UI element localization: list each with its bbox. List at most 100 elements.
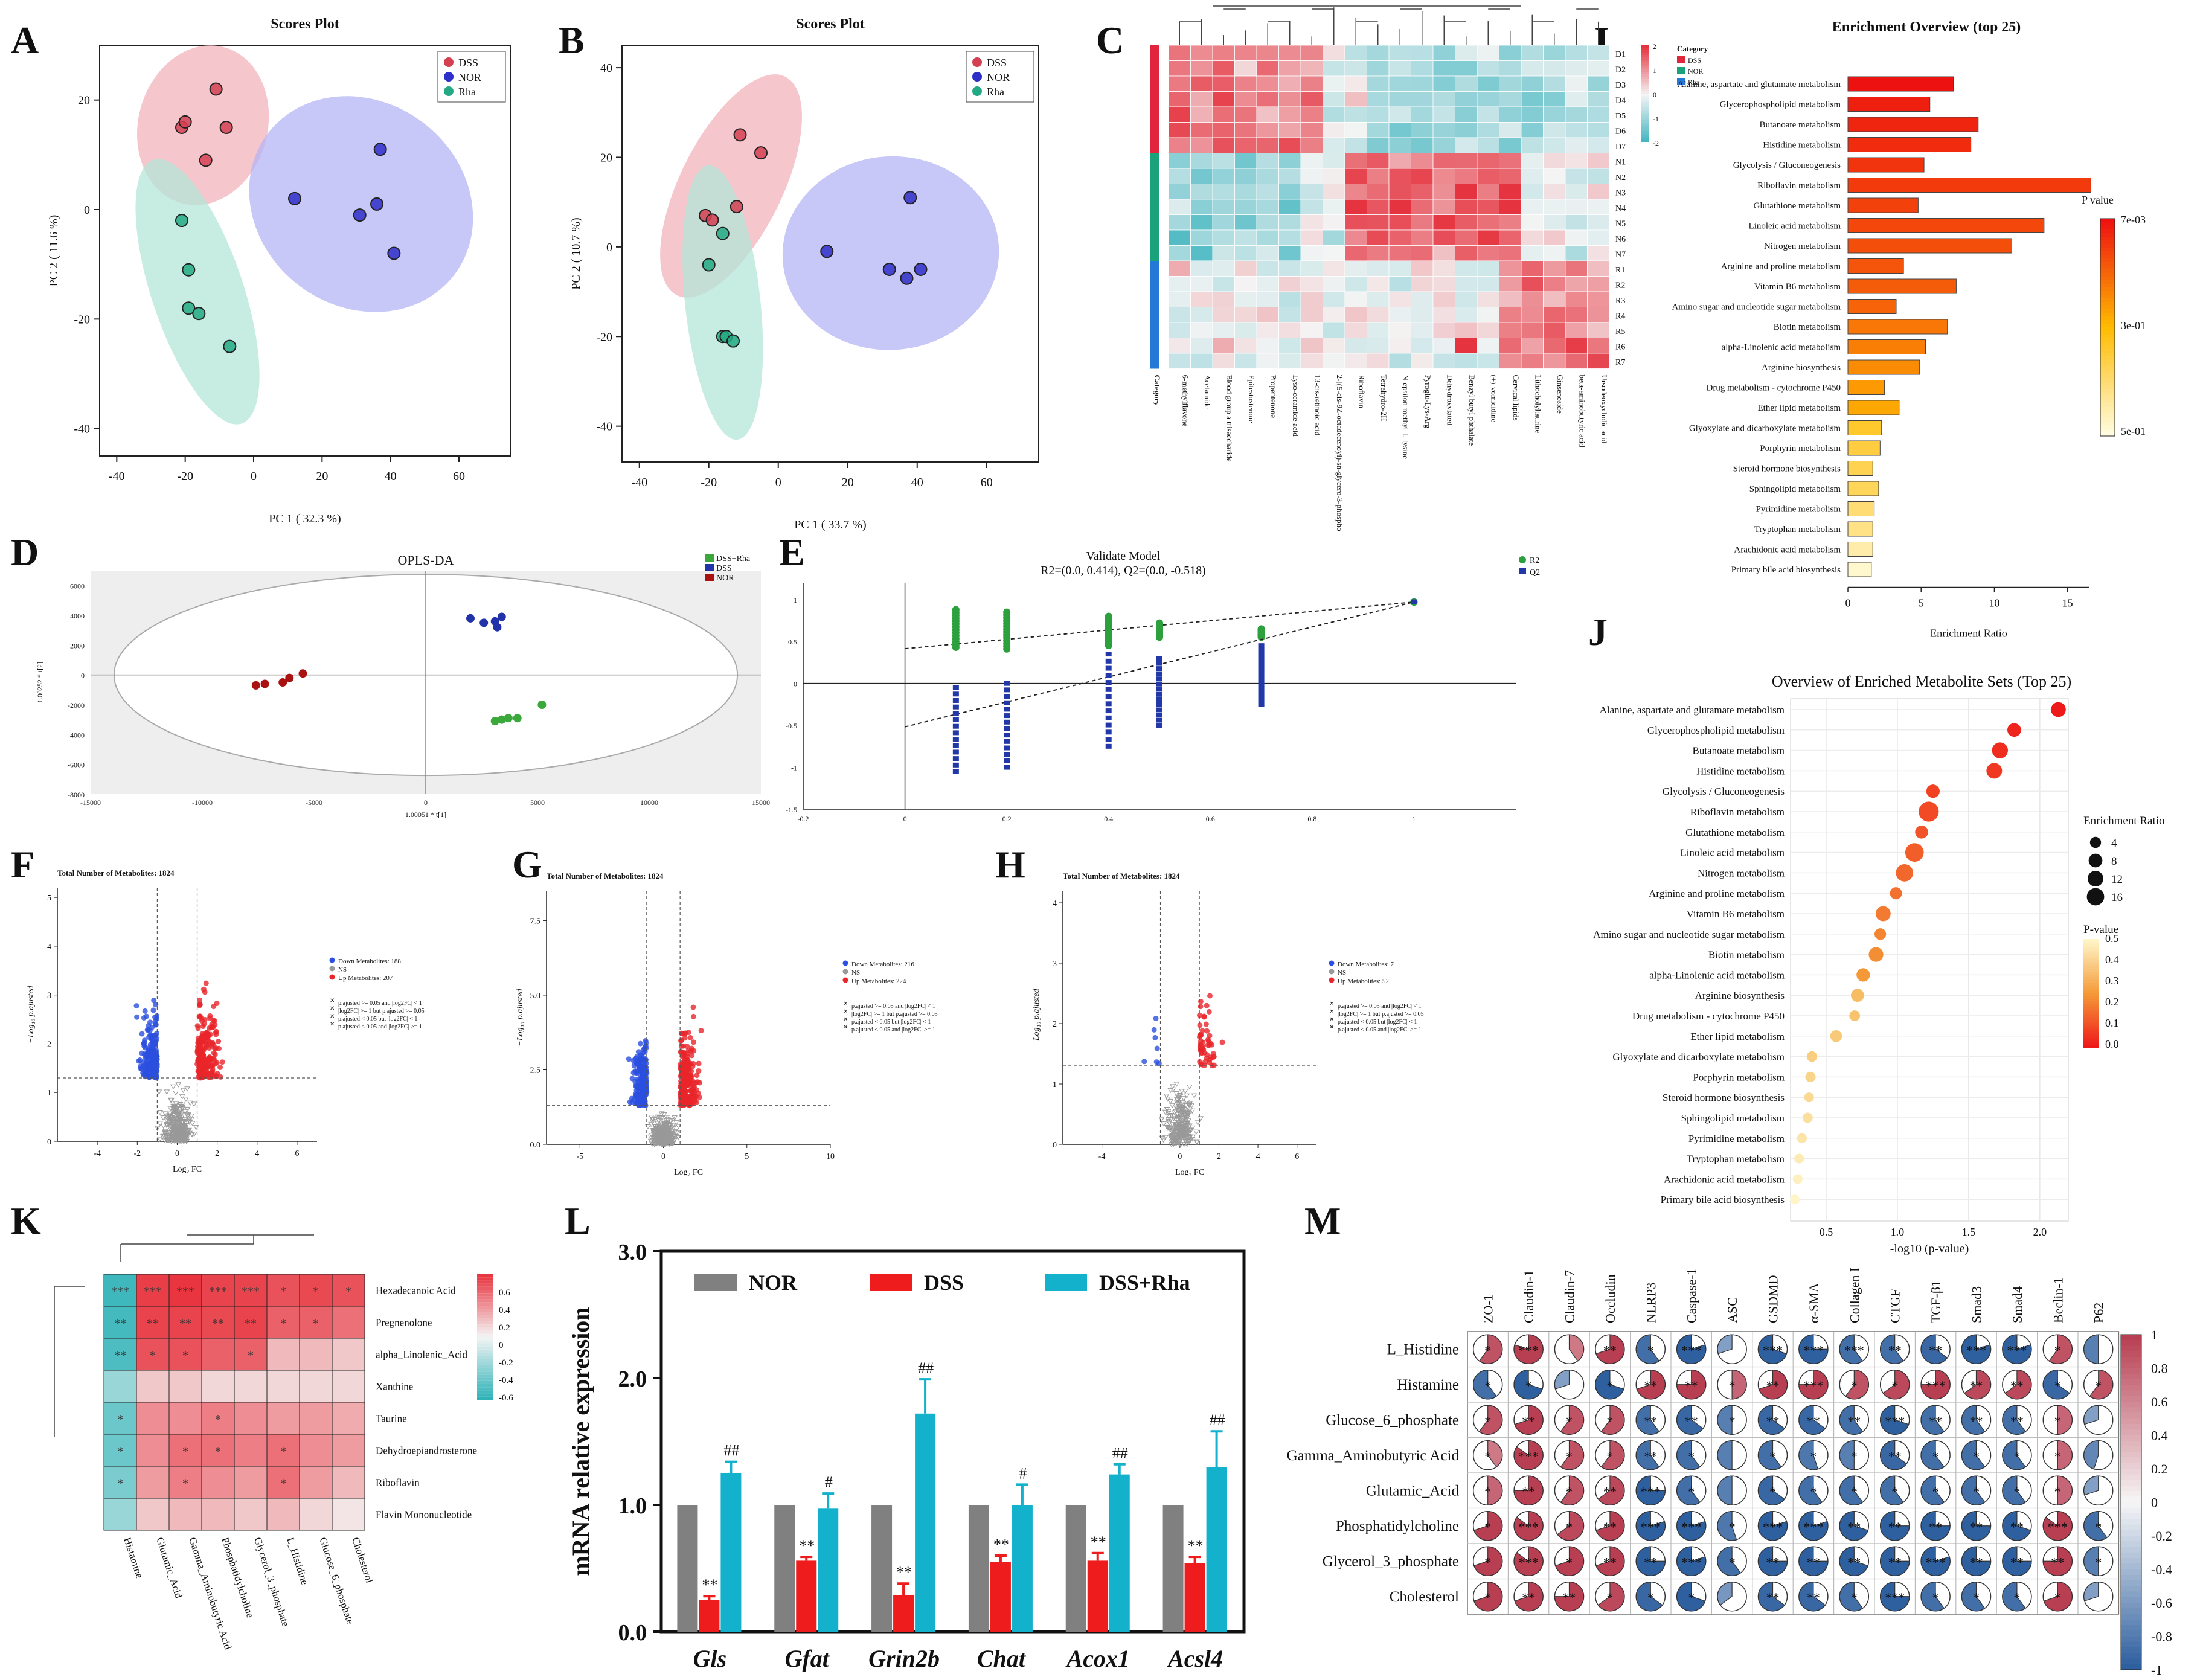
correlation-pie — [1920, 1370, 1951, 1400]
ns-point — [167, 1130, 173, 1136]
significance-mark: * — [280, 1285, 286, 1298]
heatmap-cell — [1234, 276, 1257, 292]
heatmap-cell — [1411, 338, 1434, 354]
expression-bar-nor — [1162, 1505, 1184, 1632]
correlation-pie — [2083, 1582, 2099, 1601]
significance-mark: * — [215, 1413, 221, 1426]
y-tick-label: 2.5 — [530, 1066, 541, 1075]
heatmap-cell — [1256, 45, 1279, 61]
heatmap-cell — [1344, 153, 1367, 169]
significance-mark: ** — [2010, 1554, 2024, 1569]
permutation-point-q2 — [1004, 707, 1010, 712]
heatmap-cell — [1587, 245, 1610, 261]
correlation-pie — [1920, 1334, 1948, 1364]
color-scale-step — [2100, 338, 2115, 342]
pathway-label: Glycerophospholipid metabolism — [1720, 100, 1841, 110]
sample-point-rha — [192, 307, 206, 321]
correlation-pie — [1717, 1511, 1737, 1541]
up-metabolite-point — [205, 1034, 211, 1040]
heatmap-cell — [1455, 122, 1478, 138]
heatmap-cell — [1256, 353, 1279, 369]
color-scale-step — [2121, 1603, 2141, 1609]
heatmap-cell — [1388, 322, 1411, 338]
heatmap-cell — [1565, 122, 1588, 138]
heatmap-cell — [1344, 353, 1367, 369]
ns-point — [1193, 1129, 1199, 1135]
heatmap-cell — [1234, 122, 1257, 138]
legend-label: DSS+Rha — [1099, 1271, 1190, 1295]
enrichment-dot — [1890, 887, 1902, 900]
sample-point-rha — [716, 226, 730, 240]
heatmap-cell — [1587, 276, 1610, 292]
category-bar — [1150, 322, 1159, 338]
heatmap-cell — [1565, 60, 1588, 77]
heatmap-cell — [1477, 307, 1499, 323]
heatmap-cell — [1411, 153, 1434, 169]
legend-label-dss: DSS — [458, 57, 478, 69]
enrichment-dot — [1806, 1051, 1818, 1062]
row-label: Glucose_6_phosphate — [1326, 1412, 1459, 1428]
heatmap-cell — [1367, 168, 1390, 184]
ns-point — [164, 1123, 170, 1129]
sample-point-dss — [754, 146, 768, 160]
heatmap-cell — [1499, 353, 1522, 369]
color-scale-step — [2100, 284, 2115, 287]
enrichment-dot — [1805, 1071, 1816, 1082]
legend-marker — [329, 974, 335, 980]
color-scale-step — [2100, 269, 2115, 273]
correlation-pie — [1487, 1440, 1503, 1468]
permutation-point-q2 — [1105, 652, 1112, 657]
pathway-label: Glyoxylate and dicarboxylate metabolism — [1612, 1051, 1785, 1063]
heatmap-cell — [1278, 214, 1301, 231]
down-metabolite-point — [141, 1040, 147, 1046]
significance-mark: *** — [2048, 1519, 2068, 1534]
heatmap-cell — [1388, 245, 1411, 261]
x-tick-label: 2 — [1217, 1152, 1221, 1161]
significance-mark: ** — [799, 1537, 815, 1554]
significance-mark: * — [1606, 1590, 1613, 1605]
heatmap-cell — [103, 1498, 137, 1531]
up-metabolite-point — [690, 1004, 696, 1010]
heatmap-cell — [1411, 137, 1434, 153]
down-metabolite-point — [140, 1070, 146, 1076]
panel-label-k: K — [11, 1199, 41, 1242]
heatmap-cell — [1278, 75, 1301, 92]
up-metabolite-point — [1198, 1004, 1204, 1010]
permutation-point-q2 — [1258, 643, 1265, 649]
ns-point — [661, 1112, 667, 1118]
up-metabolite-point — [200, 1059, 207, 1065]
heatmap-cell — [1300, 168, 1323, 184]
significance-mark: * — [2054, 1449, 2061, 1464]
down-metabolite-point — [1153, 1015, 1159, 1021]
significance-mark: ## — [1210, 1411, 1225, 1429]
color-scale-step — [477, 1327, 493, 1331]
down-metabolite-point — [1156, 1060, 1162, 1066]
expression-bar-dss — [893, 1595, 914, 1632]
ns-point — [167, 1124, 174, 1130]
category-bar — [1150, 122, 1159, 138]
significance-mark: ** — [1188, 1537, 1204, 1554]
enrichment-bar — [1847, 481, 1879, 496]
color-scale-step — [2083, 983, 2099, 986]
ns-point — [658, 1131, 664, 1137]
correlation-pie — [2083, 1440, 2099, 1470]
size-legend-dot — [2089, 836, 2102, 848]
x-axis-label: PC 1 ( 33.7 %) — [794, 518, 866, 531]
heatmap-cell — [1367, 137, 1390, 153]
color-scale-tick: -1 — [1653, 115, 1659, 123]
permutation-point-q2 — [952, 769, 959, 774]
size-legend-dot — [2088, 853, 2103, 868]
heatmap-cell — [1168, 307, 1191, 323]
correlation-pie — [1757, 1405, 1785, 1435]
enrichment-dot — [1905, 843, 1924, 862]
heatmap-cell — [332, 1274, 365, 1307]
heatmap-cell — [1212, 276, 1235, 292]
heatmap-cell — [1212, 168, 1235, 184]
legend-marker-q2 — [1519, 568, 1526, 574]
color-scale-step — [2100, 240, 2115, 244]
ns-point — [1185, 1132, 1191, 1138]
pathway-label: Nitrogen metabolism — [1698, 867, 1785, 879]
ns-point — [176, 1110, 183, 1115]
permutation-point-q2 — [1004, 758, 1010, 763]
column-label: Smad4 — [2010, 1286, 2025, 1323]
